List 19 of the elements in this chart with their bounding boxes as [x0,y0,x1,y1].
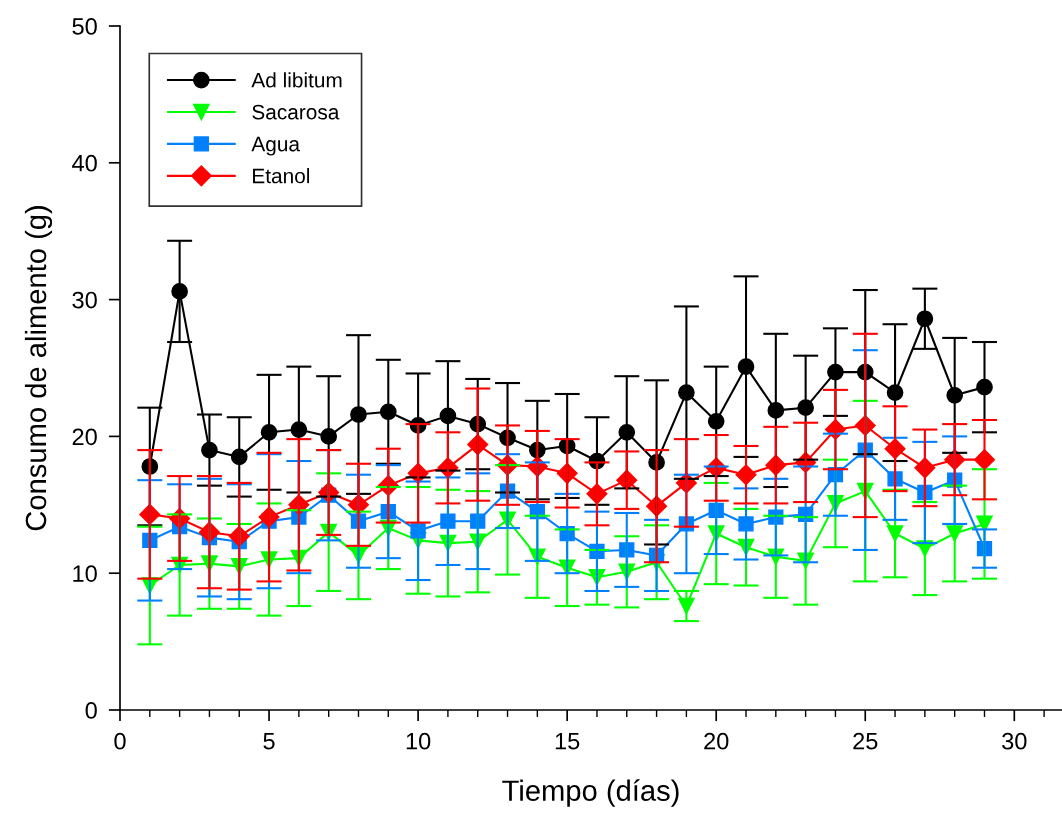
x-tick-label: 25 [853,732,878,750]
y-tick-label: 30 [72,291,97,309]
legend-label: Ad libitum [251,72,342,88]
x-tick-label: 5 [263,733,275,750]
x-tick-label: 20 [704,732,729,750]
y-tick-label: 0 [85,702,97,719]
x-tick-label: 0 [114,732,126,750]
legend-label: Agua [251,136,300,156]
y-tick-label: 20 [72,428,97,446]
x-tick-label: 15 [555,733,580,750]
legend-label: Sacarosa [252,104,340,120]
x-tick-label: 30 [1002,732,1027,750]
x-tick-label: 10 [406,732,431,750]
x-axis-title: Tiempo (días) [502,779,679,807]
y-tick-label: 10 [73,565,97,582]
legend-label: Etanol [253,168,310,184]
y-axis-title: Consumo de alimento (g) [24,206,53,531]
y-tick-label: 50 [72,18,97,35]
y-tick-label: 40 [72,154,97,172]
